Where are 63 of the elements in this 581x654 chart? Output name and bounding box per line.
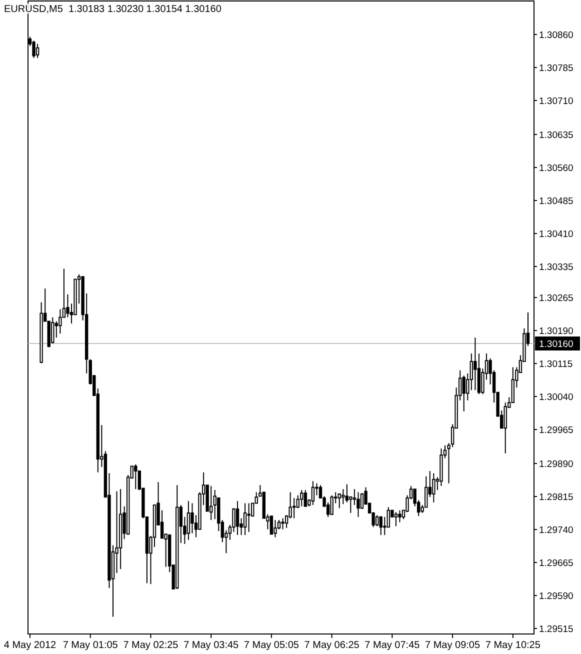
candlestick — [51, 316, 54, 344]
candlestick — [474, 337, 477, 391]
candlestick — [342, 488, 345, 505]
candlestick — [32, 40, 36, 58]
x-tick-label: 7 May 06:25 — [304, 640, 360, 651]
x-tick-label: 7 May 10:25 — [485, 640, 541, 651]
x-tick-label: 7 May 09:05 — [425, 640, 480, 651]
candlestick — [134, 464, 138, 490]
candlestick — [274, 520, 277, 538]
candlestick — [236, 500, 240, 536]
candlestick — [311, 480, 315, 506]
y-tick-label: 1.30115 — [539, 358, 573, 370]
candlestick — [432, 472, 436, 503]
y-tick-label: 1.29815 — [539, 492, 574, 503]
y-tick-label: 1.30410 — [539, 228, 574, 240]
y-tick-label: 1.30560 — [539, 162, 574, 174]
y-tick-label: 1.30710 — [539, 96, 574, 107]
candlestick — [190, 502, 194, 534]
y-tick-label: 1.30860 — [539, 30, 574, 41]
y-tick-label: 1.30040 — [539, 392, 574, 403]
y-tick-label: 1.30335 — [539, 262, 574, 273]
y-tick-label: 1.29590 — [539, 590, 574, 602]
candlestick — [247, 502, 250, 532]
candlestick — [243, 502, 247, 536]
y-tick-label: 1.30265 — [539, 292, 574, 304]
y-tick-label: 1.29665 — [539, 558, 574, 569]
candlestick — [504, 402, 507, 454]
candlestick — [330, 494, 334, 516]
candlestick — [356, 492, 360, 518]
ref-line-label: 1.30160 — [539, 338, 574, 350]
candlestick — [338, 493, 341, 509]
candlestick — [304, 489, 308, 507]
candlestick — [477, 353, 481, 395]
y-tick-label: 1.29515 — [539, 624, 574, 635]
x-tick-label: 7 May 05:05 — [244, 640, 300, 651]
candlestick — [186, 500, 190, 540]
x-tick-label: 7 May 07:45 — [364, 640, 420, 651]
y-tick-label: 1.29890 — [539, 458, 574, 470]
candlestick — [277, 520, 281, 530]
y-tick-label: 1.29965 — [539, 424, 574, 436]
y-tick-label: 1.30485 — [539, 196, 574, 207]
candlestick — [209, 486, 213, 521]
x-tick-label: 4 May 2012 — [4, 640, 57, 651]
x-tick-label: 7 May 02:25 — [123, 640, 179, 651]
candlestick — [281, 518, 284, 530]
candlestick — [213, 489, 216, 520]
candlestick — [462, 375, 466, 412]
y-tick-label: 1.30785 — [539, 62, 574, 74]
candlestick — [379, 516, 382, 536]
candlestick — [36, 43, 40, 58]
x-tick-label: 7 May 01:05 — [62, 640, 118, 651]
y-tick-label: 1.29740 — [539, 524, 574, 536]
candlestick — [386, 506, 390, 528]
y-tick-label: 1.30190 — [539, 326, 574, 337]
candlestick — [360, 492, 364, 510]
x-tick-label: 7 May 03:45 — [184, 640, 240, 651]
candlestick — [270, 516, 274, 535]
candlestick — [398, 510, 402, 523]
y-tick-label: 1.30635 — [539, 130, 574, 141]
candlestick — [300, 489, 304, 507]
candlestick — [58, 308, 62, 334]
candlestick — [375, 514, 379, 527]
candlestick — [394, 512, 398, 527]
